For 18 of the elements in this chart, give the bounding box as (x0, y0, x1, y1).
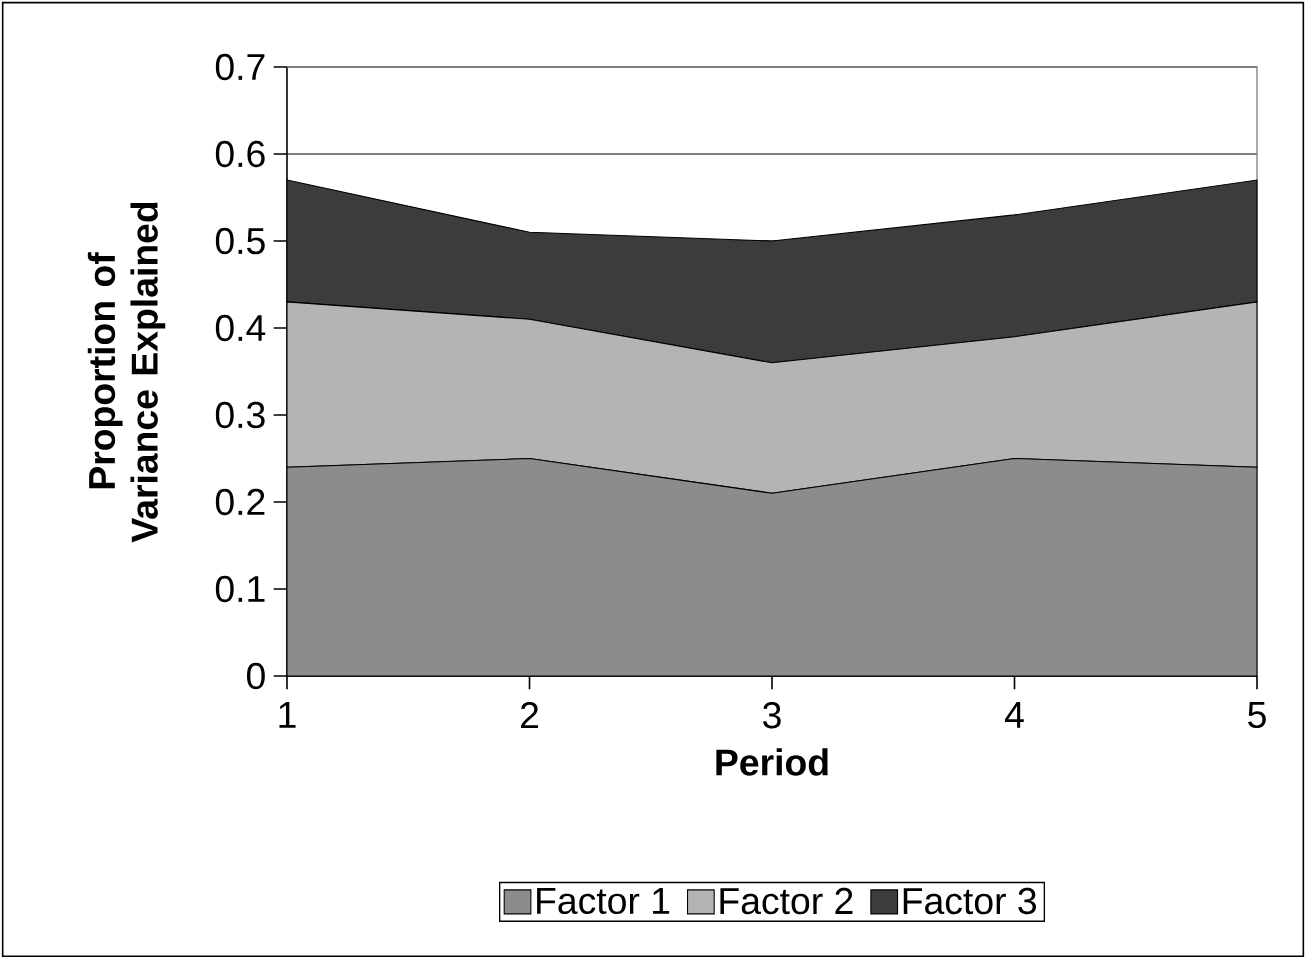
y-tick-label: 0.4 (215, 314, 266, 342)
legend-label: Factor 2 (720, 887, 853, 915)
legend-label: Factor 1 (537, 888, 670, 915)
y-tick-label: 0.5 (215, 227, 265, 255)
y-tick-label: 0.6 (215, 140, 265, 168)
y-axis-title: Proportion of Variance Explained (87, 202, 166, 543)
x-tick-label: 5 (1248, 702, 1266, 729)
y-tick-label: 0.3 (215, 401, 265, 429)
x-tick-label: 2 (521, 702, 539, 729)
x-tick-label: 4 (1004, 702, 1024, 728)
y-tick-label: 0.1 (215, 575, 265, 603)
x-tick-label: 1 (279, 702, 296, 728)
y-tick-label: 0.2 (215, 488, 265, 516)
legend-label: Factor 3 (903, 887, 1036, 915)
x-tick-label: 3 (763, 702, 781, 729)
x-axis-title: Period (716, 748, 828, 776)
y-tick-label: 0 (246, 662, 265, 690)
y-tick-label: 0.7 (215, 53, 265, 81)
